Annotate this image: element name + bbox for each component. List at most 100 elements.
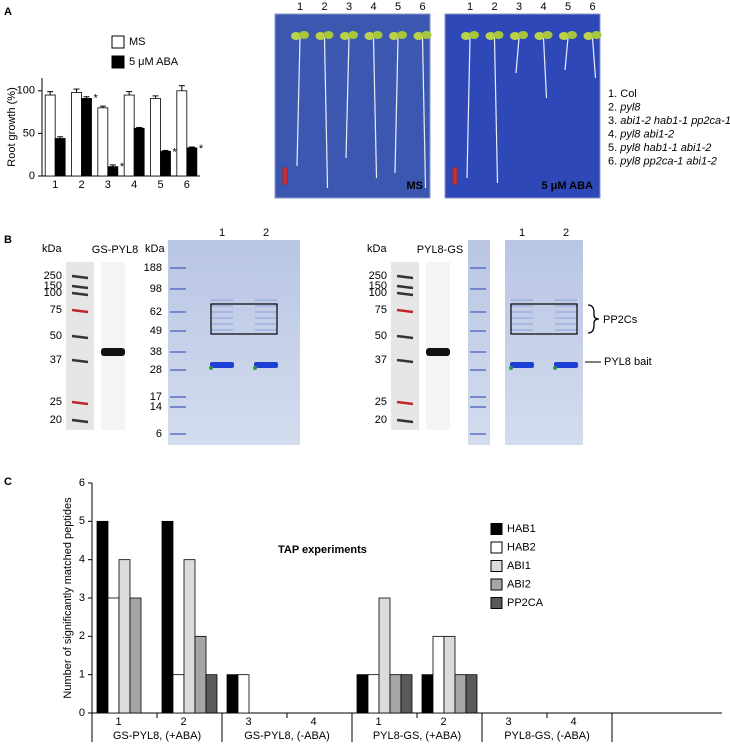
marker-label: 100	[369, 287, 387, 299]
pp2c-box	[210, 303, 278, 335]
marker-label: 6	[156, 428, 162, 440]
bar	[378, 597, 391, 714]
marker-label: 17	[150, 391, 162, 403]
marker-label: 75	[375, 304, 387, 316]
western-blot	[426, 262, 450, 430]
bar	[81, 98, 92, 177]
marker-label: 25	[50, 396, 62, 408]
genotype-number: 3.	[608, 115, 617, 127]
bar	[44, 94, 56, 177]
bar	[160, 150, 171, 177]
bar	[107, 166, 119, 177]
y-tick-label: 2	[79, 630, 85, 642]
bar	[150, 98, 161, 177]
lane-number: 2	[263, 227, 269, 239]
root	[564, 37, 569, 71]
genotype-entry: 3. abi1-2 hab1-1 pp2ca-1	[608, 115, 730, 127]
genotype-entry: 1. Col	[608, 88, 637, 100]
x-tick-label: 4	[570, 716, 576, 728]
bar	[443, 635, 456, 714]
unit-label: kDa	[145, 243, 165, 255]
cotyledon	[299, 31, 309, 39]
x-tick-label: 3	[245, 716, 251, 728]
legend-swatch	[111, 35, 125, 49]
legend-label: HAB1	[507, 523, 536, 535]
root	[372, 37, 378, 179]
lane-number: 2	[563, 227, 569, 239]
bar	[129, 597, 142, 714]
marker-band	[71, 418, 89, 424]
root	[345, 37, 350, 159]
bar	[71, 92, 82, 177]
y-tick-label: 4	[79, 554, 85, 566]
root	[296, 37, 301, 167]
bar	[54, 138, 66, 177]
lane-number: 2	[321, 1, 327, 13]
genotype-number: 6.	[608, 155, 617, 167]
bait-dot	[253, 366, 257, 370]
cotyledon	[518, 31, 528, 39]
cotyledon	[534, 32, 545, 40]
panel-label: C	[4, 476, 12, 488]
x-tick-label: 4	[310, 716, 316, 728]
x-tick-label: 2	[78, 179, 84, 191]
seedling-photo	[444, 13, 601, 199]
marker-band	[396, 400, 414, 406]
bait-band	[510, 362, 534, 368]
marker-label: 100	[44, 287, 62, 299]
error-bar	[47, 91, 54, 96]
x-tick-label: 3	[505, 716, 511, 728]
cotyledon	[542, 31, 553, 39]
marker-band	[396, 358, 414, 364]
cotyledon	[364, 32, 375, 40]
x-tick-label: 1	[375, 716, 381, 728]
bar	[389, 674, 402, 714]
genotype-number: 2.	[608, 101, 617, 113]
genotype-entry: 6. pyl8 pp2ca-1 abi1-2	[608, 155, 717, 167]
marker-label: 49	[150, 325, 162, 337]
error-bar	[178, 85, 185, 91]
y-tick-label: 5	[79, 515, 85, 527]
bar	[226, 674, 239, 714]
root	[323, 37, 329, 189]
bait-dot	[553, 366, 557, 370]
legend-swatch	[111, 55, 125, 69]
genotype-name: pyl8	[619, 101, 641, 113]
western-blot	[101, 262, 125, 430]
photo-condition: MS	[407, 180, 424, 192]
lane-number: 1	[219, 227, 225, 239]
group-label: GS-PYL8, (+ABA)	[113, 730, 201, 742]
coomassie-gel	[505, 240, 583, 445]
cotyledon	[389, 32, 399, 40]
error-bar	[57, 136, 64, 139]
band-label: PYL8 bait	[604, 356, 652, 368]
construct-label: PYL8-GS	[417, 244, 463, 256]
legend-label: ABI2	[507, 578, 531, 590]
lane-number: 4	[370, 1, 376, 13]
bait-dot	[209, 366, 213, 370]
seedling-photo	[274, 13, 431, 199]
cotyledon	[348, 31, 358, 39]
lane-number: 3	[346, 1, 352, 13]
legend-swatch	[490, 541, 503, 554]
lane-number: 4	[540, 1, 546, 13]
legend-label: PP2CA	[507, 597, 544, 609]
western-band	[101, 348, 125, 356]
cotyledon	[461, 32, 471, 40]
scale-bar	[282, 167, 288, 185]
x-tick-label: 1	[115, 716, 121, 728]
legend-swatch	[490, 523, 503, 535]
bar	[172, 674, 185, 714]
marker-label: 20	[50, 414, 62, 426]
marker-label: 150	[44, 280, 62, 292]
genotype-name: Col	[620, 88, 637, 100]
marker-label: 75	[50, 304, 62, 316]
bar	[133, 127, 145, 177]
cotyledon	[583, 32, 594, 40]
marker-label: 62	[150, 306, 162, 318]
marker-lane	[468, 240, 490, 445]
bar	[400, 674, 413, 714]
error-bar	[109, 164, 116, 167]
marker-band	[71, 291, 89, 297]
x-tick-label: 2	[180, 716, 186, 728]
